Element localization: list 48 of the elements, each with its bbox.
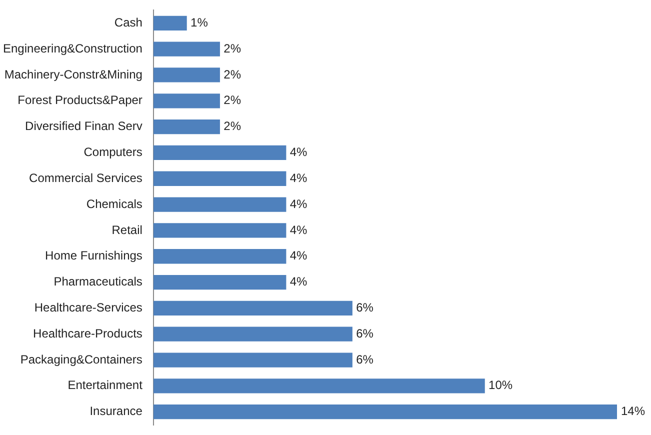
bar [153, 42, 220, 56]
bar [153, 326, 352, 342]
bar [153, 145, 286, 160]
y-tick-label: Chemicals [86, 196, 142, 211]
bar [153, 404, 617, 420]
data-label: 6% [356, 326, 374, 340]
bar [153, 197, 286, 212]
data-label: 2% [224, 67, 242, 82]
y-tick-label: Cash [114, 15, 142, 30]
bar [153, 94, 220, 108]
data-label: 4% [290, 248, 308, 263]
y-tick-label: Diversified Finan Serv [25, 119, 142, 134]
data-label: 2% [224, 41, 242, 56]
data-label: 1% [190, 15, 208, 30]
bar [153, 352, 352, 368]
y-tick-label: Pharmaceuticals [54, 274, 142, 289]
bar [153, 249, 286, 264]
data-label: 4% [290, 222, 308, 237]
y-tick-label: Entertainment [68, 378, 144, 392]
data-label: 6% [356, 352, 374, 366]
y-tick-label: Commercial Services [29, 170, 142, 185]
data-label: 2% [224, 119, 242, 134]
bar [153, 171, 286, 186]
bar [153, 274, 286, 290]
y-tick-label: Retail [112, 222, 142, 237]
bar [153, 16, 187, 30]
y-tick-label: Insurance [90, 404, 143, 418]
y-tick-label: Home Furnishings [45, 248, 142, 263]
bar [153, 119, 220, 134]
bar [153, 68, 220, 82]
data-label: 4% [290, 170, 308, 185]
bar [153, 378, 485, 394]
data-label: 4% [290, 196, 308, 211]
data-label: 14% [621, 404, 646, 418]
data-label: 2% [224, 93, 242, 108]
y-tick-label: Forest Products&Paper [18, 93, 142, 108]
y-tick-label: Engineering&Construction [2, 41, 142, 56]
data-label: 10% [488, 378, 513, 392]
y-tick-label: Healthcare-Services [34, 300, 142, 315]
y-tick-label: Computers [84, 145, 142, 160]
data-label: 6% [356, 300, 374, 315]
y-tick-label: Packaging&Containers [20, 352, 142, 366]
y-tick-label: Healthcare-Products [33, 326, 142, 340]
data-label: 4% [290, 145, 308, 160]
bar [153, 223, 286, 238]
data-label: 4% [290, 274, 308, 289]
y-tick-label: Machinery-Constr&Mining [4, 67, 142, 82]
bar [153, 300, 352, 316]
